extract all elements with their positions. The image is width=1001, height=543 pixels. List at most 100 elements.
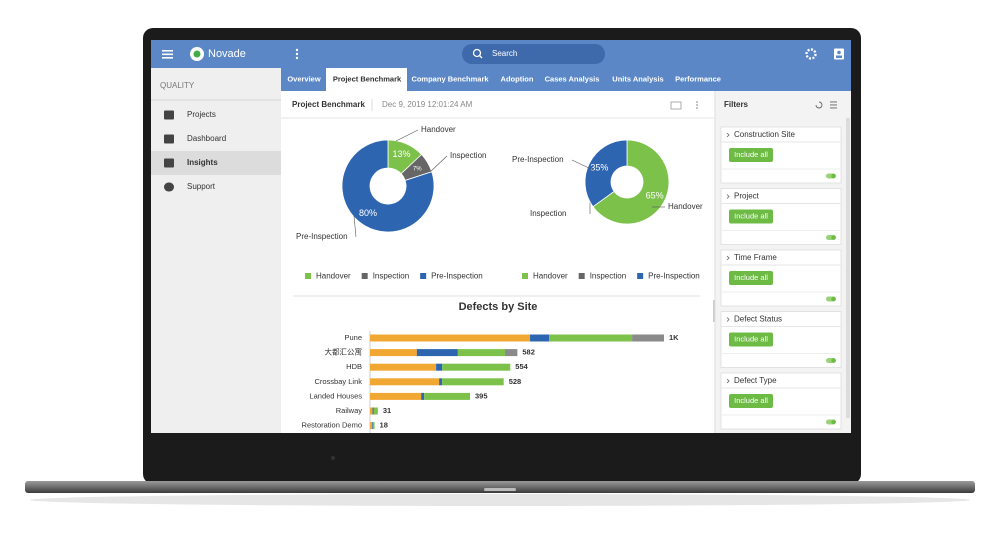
kebab-icon[interactable] (295, 48, 299, 60)
slice-label: 65% (646, 190, 664, 200)
include-button[interactable] (729, 332, 773, 347)
nav-item[interactable]: Support (187, 182, 216, 191)
tab[interactable]: Performance (675, 74, 721, 83)
toggle-knob (831, 358, 836, 363)
tab[interactable]: Units Analysis (612, 74, 663, 83)
chevron (726, 132, 730, 138)
legend-swatch (522, 273, 528, 279)
include-button[interactable] (729, 271, 773, 285)
panel-title: Project Benchmark (292, 100, 365, 109)
tab[interactable]: Company Benchmark (411, 74, 489, 83)
search-box[interactable] (462, 44, 605, 64)
slice-label: 7% (413, 166, 422, 172)
filter-label[interactable]: Defect Type (734, 376, 777, 385)
bar-segment (372, 422, 375, 430)
slice-category: Inspection (450, 151, 486, 160)
bar-segment (442, 363, 511, 371)
scrollbar[interactable] (846, 118, 850, 418)
section-label: QUALITY (160, 81, 195, 90)
legend-label[interactable]: Inspection (373, 272, 409, 281)
leader-line (571, 159, 594, 171)
bar-segment (370, 407, 373, 415)
bar-segment (370, 392, 422, 400)
search-icon (472, 48, 482, 58)
bar-segment (457, 349, 505, 357)
total-label: 528 (509, 377, 522, 386)
search-icon-handle (479, 55, 483, 59)
toggle-knob (831, 173, 836, 179)
include-button-label[interactable]: Include all (734, 396, 768, 405)
leader-line (353, 215, 357, 238)
menu-icon[interactable] (162, 50, 173, 59)
filter-label[interactable]: Construction Site (734, 130, 795, 139)
total-label: 395 (475, 391, 488, 400)
legend-swatch (578, 273, 585, 279)
legend-label[interactable]: Handover (316, 272, 351, 281)
slice-category: Handover (421, 125, 456, 134)
bar-segment (370, 422, 373, 430)
bar-segment (416, 349, 458, 357)
slice-category: Handover (668, 202, 703, 211)
nav-icon (164, 134, 174, 144)
include-button-label[interactable]: Include all (734, 150, 768, 159)
reset-icon[interactable] (815, 101, 823, 109)
bar-segment (372, 407, 374, 415)
settings-icon[interactable] (805, 48, 817, 60)
total-label: 554 (515, 362, 528, 371)
pie-slice (592, 139, 670, 225)
legend-label[interactable]: Pre-Inspection (431, 272, 483, 281)
brand: Novade (208, 48, 246, 60)
toggle-knob (831, 296, 836, 302)
sidebar (151, 68, 281, 433)
tab[interactable]: Overview (287, 74, 321, 83)
legend-label[interactable]: Inspection (590, 272, 626, 281)
pie-slice (341, 139, 435, 233)
bar-segment (370, 349, 417, 357)
filter-label[interactable]: Time Frame (734, 253, 777, 262)
legend-label[interactable]: Pre-Inspection (648, 272, 700, 281)
category-label: 大都汇公寓 (325, 347, 363, 357)
tab[interactable]: Project Benchmark (333, 74, 402, 83)
slice-category: Pre-Inspection (512, 155, 564, 164)
user-icon-head (837, 50, 841, 55)
nav-icon (164, 110, 174, 120)
category-label: Landed Houses (309, 391, 362, 400)
total-label: 1K (669, 333, 679, 342)
leader-line (395, 129, 419, 142)
slice-label: 80% (359, 208, 377, 218)
nav-item[interactable]: Projects (187, 110, 216, 119)
include-button-label[interactable]: Include all (734, 211, 768, 220)
filter-label[interactable]: Project (734, 192, 760, 201)
include-button-label[interactable]: Include all (734, 273, 768, 282)
include-button-label[interactable]: Include all (734, 334, 768, 343)
tab[interactable]: Cases Analysis (545, 74, 600, 83)
legend-label[interactable]: Handover (533, 272, 568, 281)
nav-item[interactable]: Dashboard (187, 134, 226, 143)
include-button[interactable] (729, 394, 773, 408)
tab[interactable]: Adoption (501, 74, 534, 83)
pie-slice (584, 139, 628, 208)
filter-label[interactable]: Defect Status (734, 315, 782, 324)
logo-dot (193, 50, 201, 58)
legend-swatch (361, 273, 368, 279)
total-label: 18 (380, 421, 388, 430)
toggle-knob (831, 235, 836, 240)
bar-segment (442, 378, 504, 386)
panel-menu[interactable] (696, 101, 698, 109)
slice-label: 35% (590, 162, 608, 172)
bar-segment (530, 334, 550, 342)
chevron (726, 255, 730, 261)
bar-segment (370, 334, 531, 342)
total-label: 31 (383, 406, 391, 415)
include-button[interactable] (729, 148, 773, 162)
nav-item[interactable]: Insights (187, 158, 218, 167)
include-button[interactable] (729, 209, 773, 224)
filter-menu[interactable] (830, 101, 837, 109)
export-icon[interactable] (670, 101, 682, 110)
laptop-base (25, 481, 975, 493)
bar-segment (549, 334, 633, 342)
active-tab-bg (326, 68, 407, 91)
bar-segment (372, 422, 373, 430)
category-label: Pune (344, 333, 362, 342)
